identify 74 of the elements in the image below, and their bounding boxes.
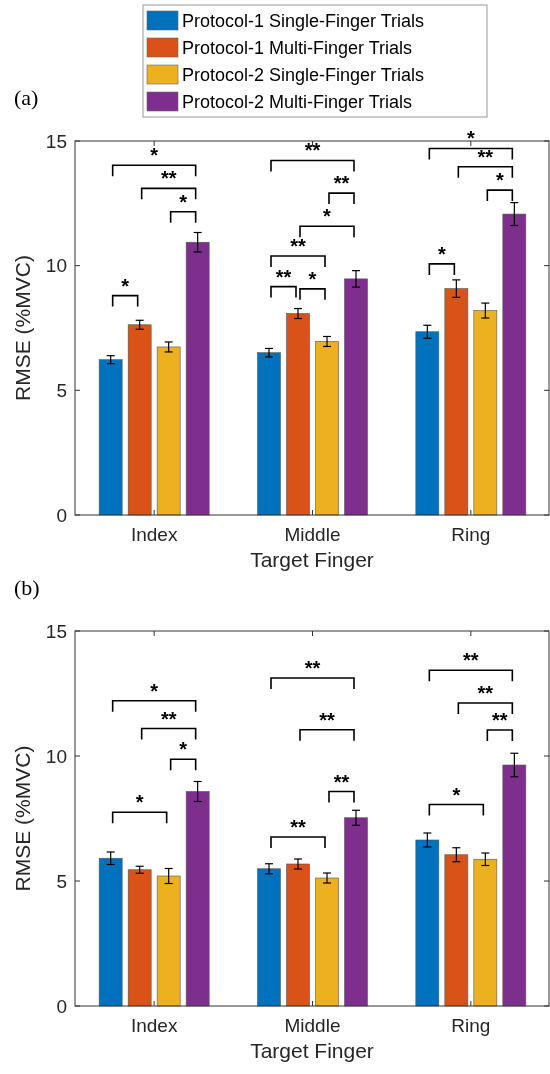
x-tick-label: Index: [130, 524, 178, 545]
annotation: **: [160, 707, 177, 730]
bar: [315, 877, 339, 1007]
bar: [257, 868, 281, 1007]
bar: [415, 331, 440, 516]
bar: [444, 854, 469, 1007]
y-axis-title: RMSE (%MVC): [11, 255, 34, 401]
bar: [444, 288, 469, 516]
legend-label: Protocol-2 Multi-Finger Trials: [182, 92, 413, 113]
bar: [127, 324, 152, 516]
bar: [344, 278, 368, 516]
annotation: *: [179, 738, 188, 761]
annotation: **: [304, 657, 321, 679]
annotation: *: [323, 205, 332, 228]
x-tick-label: Index: [130, 1015, 178, 1036]
legend-label: Protocol-2 Single-Finger Trials: [182, 65, 425, 86]
annotation: **: [333, 770, 350, 793]
y-tick-label: 0: [56, 504, 67, 526]
annotation: **: [492, 709, 508, 731]
annotation: *: [437, 242, 446, 265]
bar: [344, 817, 368, 1007]
legend-label: Protocol-1 Multi-Finger Trials: [182, 38, 413, 59]
bar: [502, 213, 527, 516]
bar: [315, 341, 339, 516]
bar: [156, 346, 181, 516]
bar: [415, 839, 440, 1007]
y-tick-label: 10: [45, 255, 67, 277]
annotation: **: [333, 172, 350, 195]
annotation: **: [275, 265, 292, 288]
annotation: *: [150, 679, 159, 702]
x-tick-label: Middle: [284, 1015, 341, 1036]
chart-title: (a): [14, 85, 39, 110]
annotation: *: [135, 791, 144, 814]
annotation: *: [452, 783, 461, 806]
annotation: *: [308, 267, 317, 290]
y-tick-label: 0: [56, 995, 67, 1017]
annotation: **: [304, 139, 321, 162]
annotation: *: [466, 127, 475, 150]
bar: [185, 791, 210, 1007]
annotation: **: [319, 708, 335, 731]
annotation: *: [121, 274, 130, 297]
y-axis-title: RMSE (%MVC): [11, 745, 34, 892]
x-axis-title: Target Finger: [250, 548, 374, 571]
bar: [127, 869, 152, 1007]
annotation: **: [160, 167, 177, 190]
x-axis-title: Target Finger: [250, 1039, 374, 1062]
chart-title: (b): [14, 575, 40, 600]
y-tick-label: 5: [56, 870, 67, 892]
bar: [185, 241, 210, 516]
annotation: *: [179, 190, 188, 213]
annotation: *: [495, 169, 504, 192]
bar: [98, 857, 123, 1007]
bar: [257, 352, 281, 516]
y-tick-label: 15: [45, 130, 67, 152]
x-tick-label: Middle: [284, 524, 341, 545]
x-tick-label: Ring: [451, 524, 491, 545]
annotation: *: [150, 144, 159, 167]
legend-label: Protocol-1 Single-Finger Trials: [182, 11, 425, 32]
bar: [286, 313, 310, 516]
x-tick-label: Ring: [451, 1015, 491, 1036]
y-tick-label: 10: [45, 745, 67, 767]
annotation: **: [290, 234, 306, 257]
bar: [286, 863, 310, 1007]
y-tick-label: 15: [45, 620, 67, 642]
bar: [156, 875, 181, 1007]
annotation: **: [477, 682, 494, 704]
annotation: **: [290, 816, 306, 838]
annotation: **: [463, 649, 479, 672]
bar: [502, 764, 527, 1007]
bar: [98, 359, 123, 516]
bar: [473, 858, 498, 1007]
annotation: **: [477, 145, 494, 168]
y-tick-label: 5: [56, 379, 67, 401]
bar: [473, 310, 498, 516]
